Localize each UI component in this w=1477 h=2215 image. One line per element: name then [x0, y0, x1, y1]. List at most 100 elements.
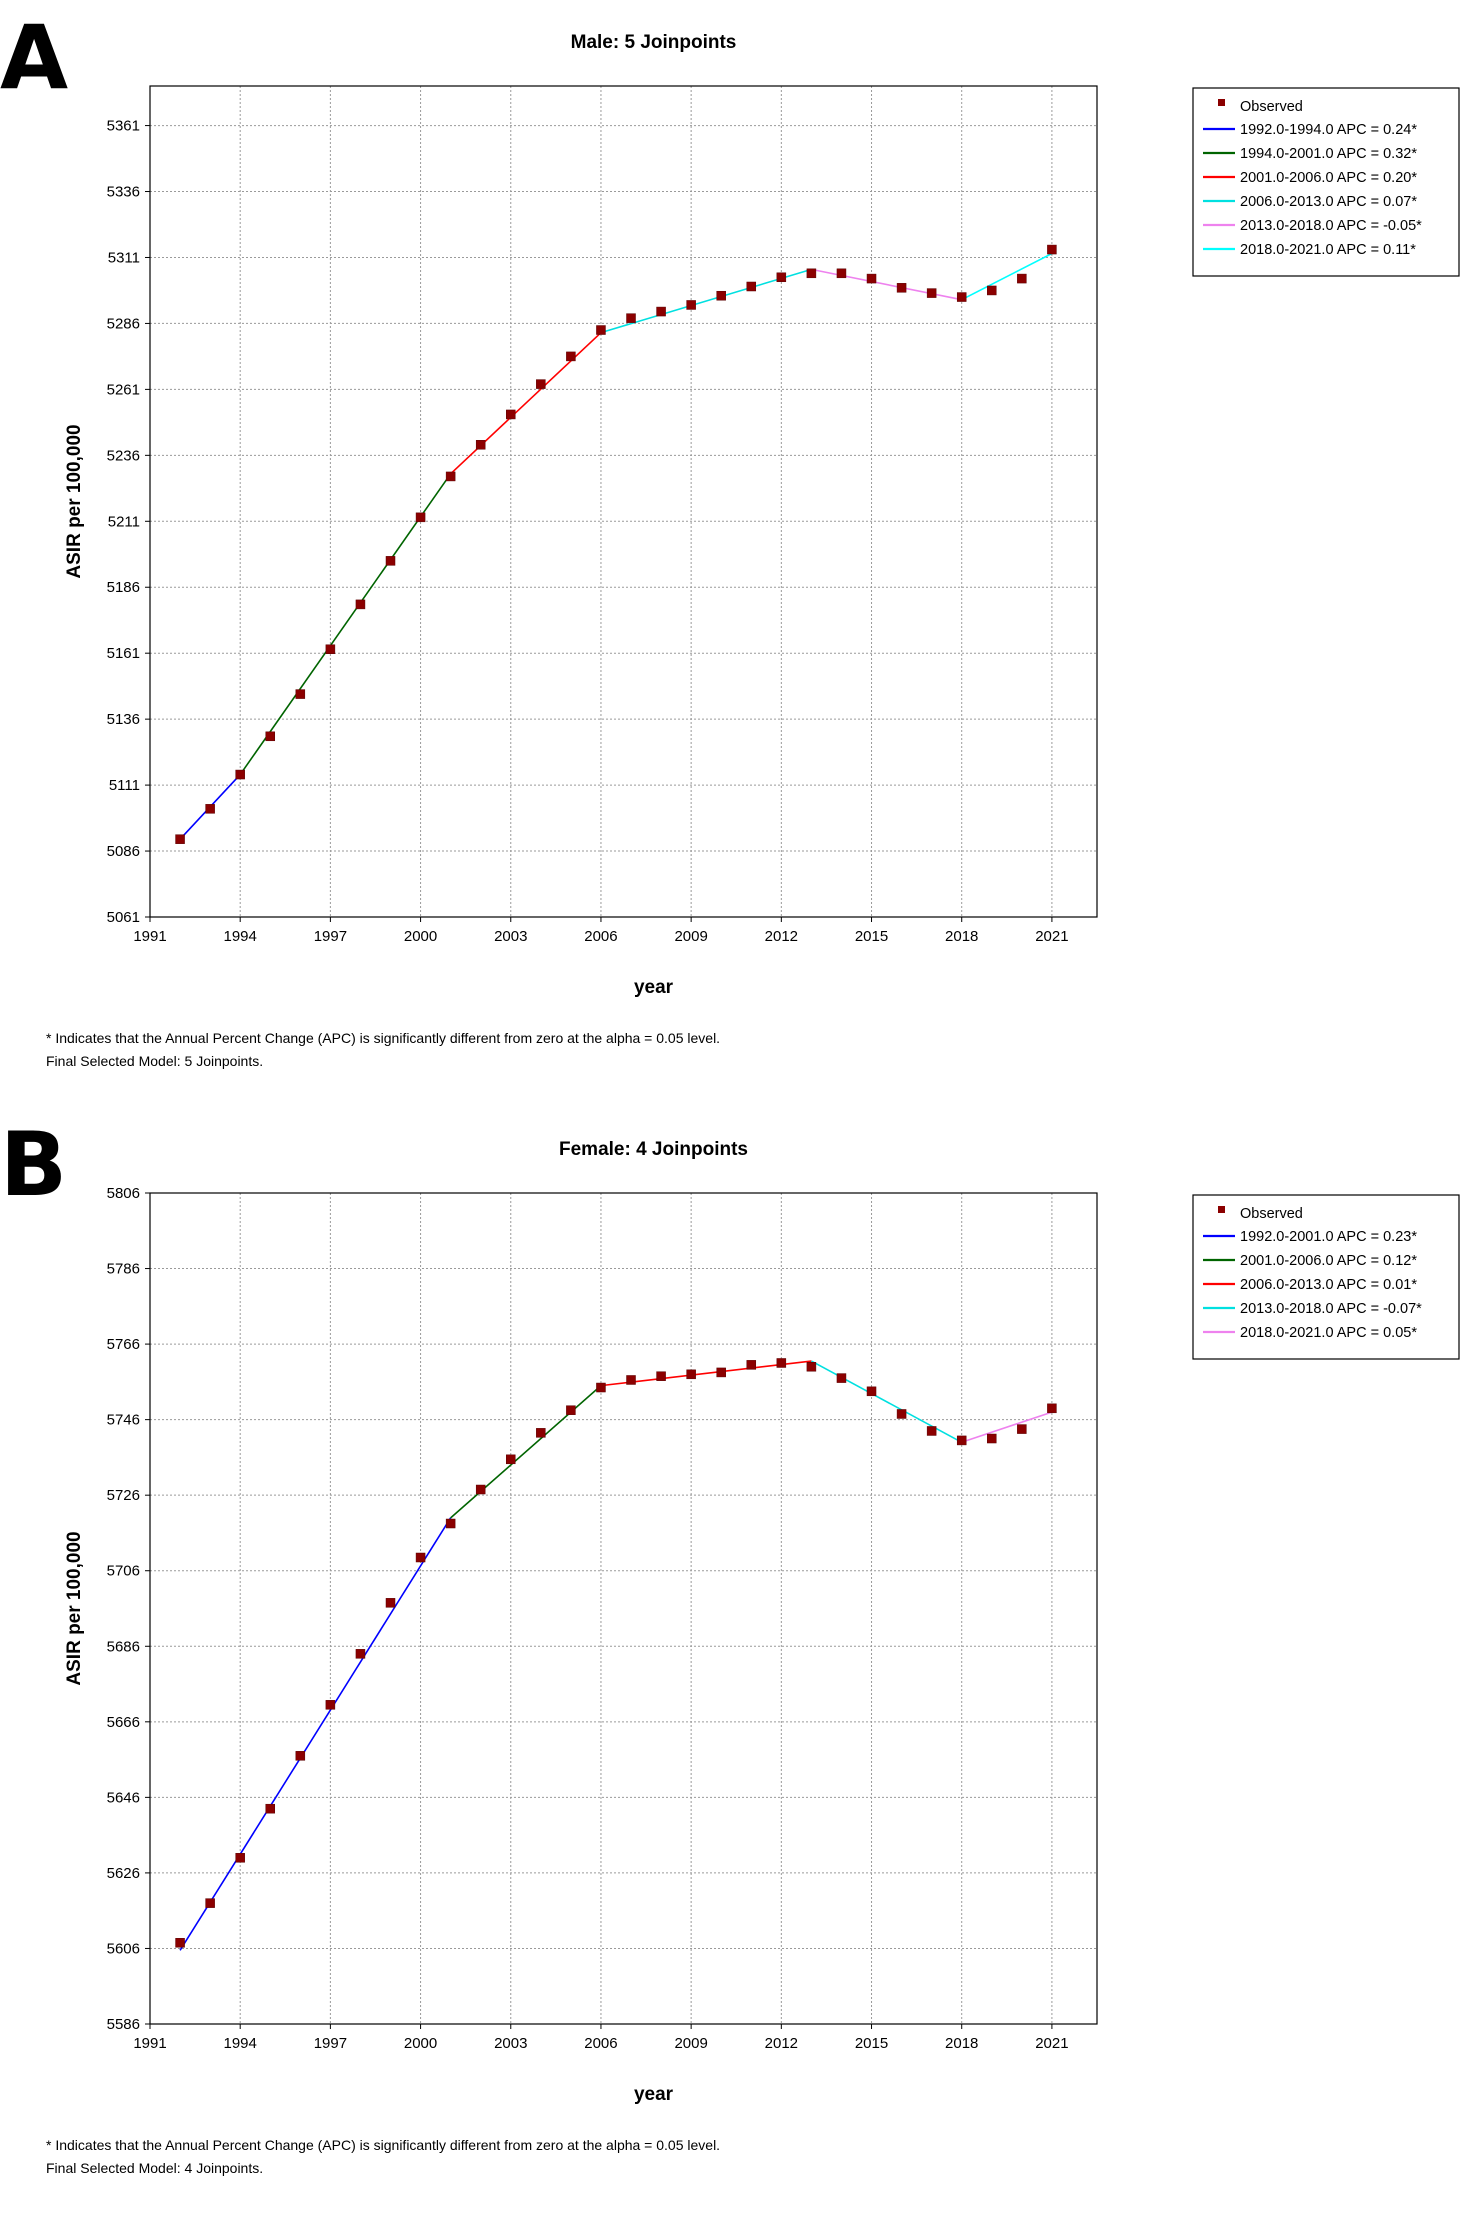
observed-point [445, 1518, 456, 1529]
x-tick-label: 2012 [765, 2035, 798, 2052]
x-tick-label: 2018 [945, 2035, 978, 2052]
footnote-model: Final Selected Model: 5 Joinpoints. [46, 1053, 263, 1069]
y-tick-label: 5606 [107, 1940, 140, 1957]
male-joinpoint-chart: A Male: 5 Joinpoints 1991 1994 1997 2000 2003 2… [0, 6, 1460, 1069]
observed-point [475, 440, 486, 450]
observed-point [806, 268, 817, 279]
observed-point [175, 1938, 185, 1948]
observed-point [806, 1362, 817, 1372]
legend-label: 2018.0-2021.0 APC = 0.05* [1240, 1325, 1417, 1341]
fitted-segment-line [600, 268, 812, 334]
y-tick-label: 5261 [107, 381, 140, 398]
observed-point [355, 599, 366, 610]
legend-label-observed: Observed [1240, 1206, 1303, 1222]
x-axis-label: year [634, 2084, 674, 2105]
observed-point [926, 1426, 937, 1436]
legend-label: 2006.0-2013.0 APC = 0.01* [1240, 1277, 1417, 1293]
fitted-segment-line [450, 332, 602, 475]
observed-point [686, 300, 696, 310]
y-tick-label: 5786 [107, 1261, 140, 1278]
observed-point [596, 325, 606, 335]
y-tick-label: 5666 [107, 1714, 140, 1731]
observed-point [1017, 1424, 1027, 1434]
observed-point [205, 1898, 215, 1908]
footnote-significance: * Indicates that the Annual Percent Chan… [46, 1030, 720, 1046]
female-joinpoint-chart: B Female: 4 Joinpoints 1991 1994 1997 2000 200… [0, 1113, 1460, 2176]
observed-point [295, 689, 306, 699]
plot-area [149, 85, 1098, 918]
y-tick-label: 5586 [107, 2016, 140, 2033]
observed-point [987, 1433, 997, 1444]
observed-point [746, 281, 757, 292]
x-tick-label: 2006 [584, 2035, 617, 2052]
legend-label-observed: Observed [1240, 99, 1303, 115]
legend-label: 2013.0-2018.0 APC = -0.07* [1240, 1301, 1422, 1317]
fitted-segment-line [961, 252, 1053, 301]
observed-point [536, 379, 546, 389]
observed-point [265, 731, 276, 742]
observed-point [926, 288, 937, 298]
y-tick-label: 5211 [108, 513, 140, 530]
y-tick-label: 5061 [107, 909, 140, 926]
y-tick-label: 5361 [107, 118, 140, 135]
fitted-segment-line [811, 268, 962, 301]
x-tick-label: 2009 [674, 2035, 707, 2052]
observed-point [566, 351, 576, 362]
x-tick-label: 1991 [133, 928, 166, 945]
y-tick-label: 5236 [107, 447, 140, 464]
y-tick-label: 5186 [107, 579, 140, 596]
x-tick-label: 2021 [1035, 2035, 1068, 2052]
y-tick-label: 5746 [107, 1412, 140, 1429]
observed-point [475, 1484, 486, 1495]
legend-label: 1992.0-1994.0 APC = 0.24* [1240, 122, 1417, 138]
observed-point [385, 1598, 396, 1608]
observed-point [415, 1552, 426, 1563]
y-axis-label: ASIR per 100,000 [64, 1531, 85, 1685]
y-tick-label: 5161 [107, 645, 140, 662]
observed-point [956, 292, 967, 302]
observed-point [626, 1375, 636, 1385]
observed-point [896, 1409, 907, 1419]
y-tick-label: 5136 [107, 711, 140, 728]
plot-area [149, 1192, 1098, 2025]
x-tick-label: 2018 [945, 928, 978, 945]
observed-point [325, 1700, 336, 1710]
footnote-significance: * Indicates that the Annual Percent Chan… [46, 2137, 720, 2153]
observed-point [1047, 1403, 1057, 1414]
observed-point [445, 471, 456, 482]
observed-point [1017, 273, 1027, 284]
fitted-segment-line [961, 1411, 1053, 1444]
observed-point [265, 1803, 276, 1814]
observed-point [716, 290, 726, 301]
fitted-segment-line [179, 1517, 452, 1951]
x-tick-label: 1994 [224, 2035, 257, 2052]
observed-point [536, 1428, 546, 1438]
observed-point [716, 1367, 726, 1378]
x-tick-label: 2003 [494, 2035, 527, 2052]
legend-label: 2006.0-2013.0 APC = 0.07* [1240, 194, 1417, 210]
legend-label: 1994.0-2001.0 APC = 0.32* [1240, 146, 1417, 162]
y-tick-label: 5706 [107, 1563, 140, 1580]
chart-title: Male: 5 Joinpoints [571, 32, 737, 53]
y-tick-label: 5686 [107, 1638, 140, 1655]
y-tick-label: 5646 [107, 1789, 140, 1806]
fitted-segment-line [600, 1360, 812, 1387]
y-tick-label: 5336 [107, 184, 140, 201]
observed-point [596, 1382, 606, 1393]
fitted-segment-line [239, 473, 452, 776]
observed-point [385, 556, 396, 566]
observed-point [746, 1360, 757, 1370]
observed-point [776, 1358, 787, 1368]
fitted-segment-line [811, 1360, 963, 1444]
fitted-segment-line [450, 1385, 602, 1519]
observed-point [776, 272, 787, 283]
observed-point [836, 268, 847, 279]
observed-point [686, 1369, 696, 1380]
y-tick-label: 5806 [107, 1185, 140, 1202]
legend-marker-observed [1218, 99, 1225, 106]
y-tick-label: 5111 [109, 777, 140, 794]
x-tick-label: 2009 [674, 928, 707, 945]
observed-point [235, 1853, 245, 1863]
observed-point [325, 644, 336, 654]
x-tick-label: 1997 [314, 2035, 347, 2052]
